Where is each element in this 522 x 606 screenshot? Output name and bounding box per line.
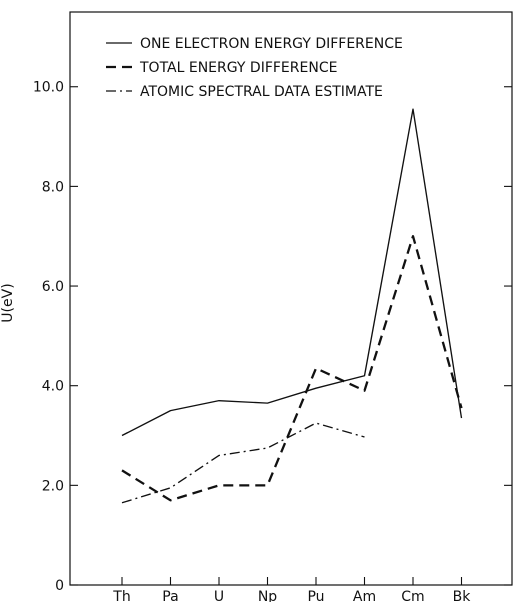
y-tick-label: 8.0 xyxy=(42,179,64,195)
series-line-dashed xyxy=(121,235,463,502)
x-tick-label: Pu xyxy=(307,589,324,602)
y-tick-label: 10.0 xyxy=(33,80,64,96)
plot-frame xyxy=(69,11,513,586)
x-tick-label: Cm xyxy=(401,589,424,602)
x-tick-label: Th xyxy=(112,589,130,602)
y-tick-label: 4.0 xyxy=(42,379,64,395)
x-tick-label: Bk xyxy=(453,589,472,602)
x-tick-label: Np xyxy=(258,589,277,602)
x-tick-label: Am xyxy=(353,589,376,602)
legend-label: ATOMIC SPECTRAL DATA ESTIMATE xyxy=(140,84,383,100)
y-axis-label: U(eV) xyxy=(0,283,16,322)
y-tick-label: 6.0 xyxy=(42,279,64,295)
series-line-solid xyxy=(121,108,463,437)
x-tick-label: U xyxy=(214,589,224,602)
legend-label: TOTAL ENERGY DIFFERENCE xyxy=(139,60,337,76)
x-tick-label: Pa xyxy=(162,589,178,602)
y-tick-label: 0 xyxy=(55,578,64,594)
y-tick-label: 2.0 xyxy=(42,478,64,494)
legend-label: ONE ELECTRON ENERGY DIFFERENCE xyxy=(140,36,403,52)
series-line-dashdot xyxy=(121,422,365,504)
